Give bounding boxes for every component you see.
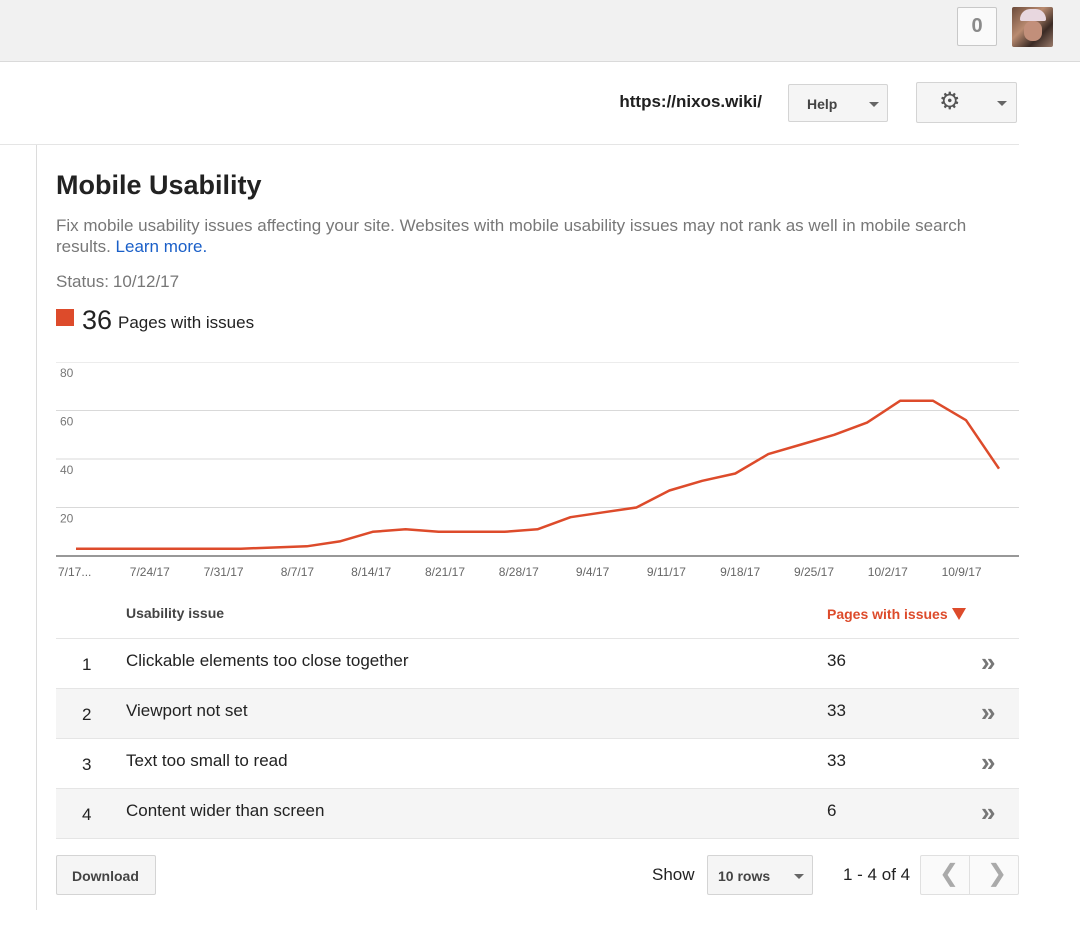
notifications-button[interactable]: 0 bbox=[957, 7, 997, 46]
gear-icon: ⚙ bbox=[939, 88, 961, 115]
issues-table: Usability issue Pages with issues 1 Clic… bbox=[56, 587, 1019, 839]
row-index: 4 bbox=[82, 805, 92, 824]
site-url: https://nixos.wiki/ bbox=[619, 92, 762, 111]
x-tick-label: 8/7/17 bbox=[281, 565, 315, 579]
table-row[interactable]: 1 Clickable elements too close together … bbox=[56, 639, 1019, 689]
table-header: Usability issue Pages with issues bbox=[56, 587, 1019, 639]
page-description: Fix mobile usability issues affecting yo… bbox=[56, 215, 1006, 257]
series-line bbox=[76, 399, 1001, 550]
table-row[interactable]: 3 Text too small to read 33 » bbox=[56, 739, 1019, 789]
double-chevron-right-icon[interactable]: » bbox=[981, 797, 996, 827]
row-index: 1 bbox=[82, 655, 92, 674]
status-label: Status: bbox=[56, 272, 109, 291]
double-chevron-right-icon[interactable]: » bbox=[981, 697, 996, 727]
table-row[interactable]: 2 Viewport not set 33 » bbox=[56, 689, 1019, 739]
description-text: Fix mobile usability issues affecting yo… bbox=[56, 216, 967, 256]
help-button[interactable]: Help bbox=[788, 84, 888, 122]
column-header-issue[interactable]: Usability issue bbox=[126, 605, 225, 621]
page-title: Mobile Usability bbox=[56, 170, 262, 200]
row-issue: Clickable elements too close together bbox=[126, 651, 409, 670]
double-chevron-right-icon[interactable]: » bbox=[981, 647, 996, 677]
help-button-label: Help bbox=[807, 96, 838, 112]
row-issue: Content wider than screen bbox=[126, 801, 325, 820]
row-pages: 6 bbox=[827, 801, 837, 820]
double-chevron-right-icon[interactable]: » bbox=[981, 747, 996, 777]
x-tick-label: 7/31/17 bbox=[204, 565, 244, 579]
x-tick-label: 9/18/17 bbox=[720, 565, 760, 579]
pager-divider bbox=[969, 856, 970, 894]
show-label: Show bbox=[652, 865, 695, 884]
chevron-down-icon bbox=[869, 102, 879, 107]
x-tick-label: 8/14/17 bbox=[351, 565, 391, 579]
x-tick-label: 9/4/17 bbox=[576, 565, 610, 579]
sort-descending-icon[interactable] bbox=[952, 608, 966, 620]
property-header: https://nixos.wiki/ Help ⚙ bbox=[0, 62, 1019, 145]
legend-swatch bbox=[56, 309, 74, 326]
avatar-hat bbox=[1020, 9, 1046, 21]
status-date: 10/12/17 bbox=[112, 272, 180, 291]
left-divider bbox=[36, 145, 37, 910]
issues-chart: 20 40 60 80 7/17... 7/24/17 7/31/17 8/7/17 8/14/… bbox=[56, 362, 1019, 579]
status-line: Status: 10/12/17 bbox=[56, 272, 179, 292]
column-header-pages[interactable]: Pages with issues bbox=[827, 606, 948, 622]
y-tick-label: 80 bbox=[60, 366, 74, 380]
row-pages: 33 bbox=[827, 701, 846, 720]
x-tick-label: 10/2/17 bbox=[868, 565, 908, 579]
chevron-left-icon[interactable]: ❮ bbox=[939, 860, 960, 887]
row-index: 2 bbox=[82, 705, 92, 724]
y-tick-label: 60 bbox=[60, 415, 74, 429]
x-tick-label: 10/9/17 bbox=[942, 565, 982, 579]
x-tick-label: 8/28/17 bbox=[499, 565, 539, 579]
x-tick-label: 7/17... bbox=[58, 565, 91, 579]
avatar[interactable] bbox=[1012, 7, 1053, 47]
settings-button[interactable]: ⚙ bbox=[916, 82, 1017, 123]
chevron-right-icon[interactable]: ❯ bbox=[987, 860, 1008, 887]
x-tick-label: 7/24/17 bbox=[130, 565, 170, 579]
learn-more-link[interactable]: Learn more. bbox=[115, 237, 208, 256]
row-pages: 36 bbox=[827, 651, 846, 670]
notification-count: 0 bbox=[971, 15, 983, 37]
table-row[interactable]: 4 Content wider than screen 6 » bbox=[56, 789, 1019, 839]
pagination-controls: ❮ ❯ bbox=[920, 855, 1019, 895]
y-tick-label: 20 bbox=[60, 512, 74, 526]
download-button[interactable]: Download bbox=[56, 855, 156, 895]
chevron-down-icon bbox=[997, 101, 1007, 106]
chevron-down-icon bbox=[794, 874, 804, 879]
row-pages: 33 bbox=[827, 751, 846, 770]
legend-count: 36 bbox=[82, 305, 113, 335]
x-tick-label: 9/25/17 bbox=[794, 565, 834, 579]
x-tick-label: 8/21/17 bbox=[425, 565, 465, 579]
x-tick-label: 9/11/17 bbox=[647, 565, 686, 579]
row-index: 3 bbox=[82, 755, 92, 774]
row-issue: Viewport not set bbox=[126, 701, 248, 720]
avatar-face bbox=[1024, 21, 1042, 41]
download-button-label: Download bbox=[72, 868, 139, 884]
pagination-range: 1 - 4 of 4 bbox=[843, 865, 911, 884]
y-tick-label: 40 bbox=[60, 463, 74, 477]
legend-label: Pages with issues bbox=[118, 313, 255, 332]
rows-per-page-value: 10 rows bbox=[718, 868, 771, 884]
row-issue: Text too small to read bbox=[126, 751, 288, 770]
top-bar: 0 bbox=[0, 0, 1080, 62]
rows-per-page-select[interactable]: 10 rows bbox=[707, 855, 813, 895]
